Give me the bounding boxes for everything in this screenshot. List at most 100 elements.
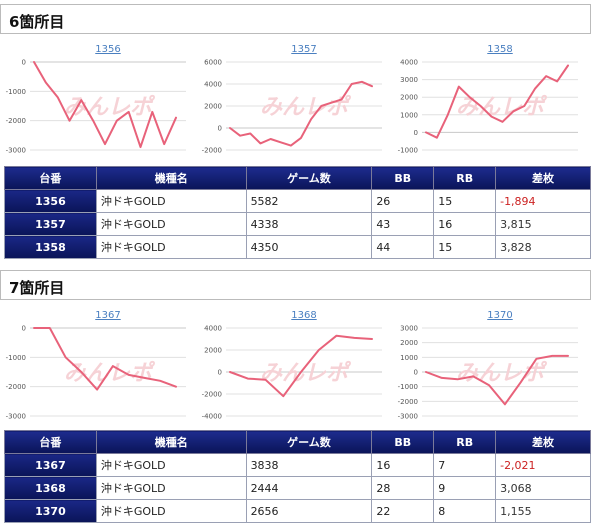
table-header-row: 台番 機種名 ゲーム数 BB RB 差枚 xyxy=(4,430,591,454)
rb-count: 7 xyxy=(433,453,497,477)
game-count: 4338 xyxy=(245,212,373,236)
table-row: 1358 沖ドキGOLD 4350 44 15 3,828 xyxy=(4,235,591,259)
y-tick-label: 2000 xyxy=(400,339,418,347)
bb-count: 44 xyxy=(371,235,435,259)
rb-count: 16 xyxy=(433,212,497,236)
rb-count: 9 xyxy=(433,476,497,500)
y-tick-label: 2000 xyxy=(204,347,222,355)
watermark-logo: みんレポ xyxy=(260,360,352,386)
y-tick-label: 0 xyxy=(218,369,222,377)
chart-svg: 1368 4000 2000 0 -2000 -4000 みんレポ xyxy=(202,310,382,421)
chart-1370: 1370 3000 2000 1000 0 -1000 -2000 -3000 みんレポ xyxy=(396,308,596,428)
col-header: RB xyxy=(433,430,497,454)
col-header: 差枚 xyxy=(495,430,591,454)
difference: 3,815 xyxy=(495,212,591,236)
bb-count: 43 xyxy=(371,212,435,236)
difference: 3,828 xyxy=(495,235,591,259)
game-count: 4350 xyxy=(245,235,373,259)
col-header: 機種名 xyxy=(95,166,247,190)
series-line xyxy=(33,327,177,391)
machine-table: 台番 機種名 ゲーム数 BB RB 差枚 1356 沖ドキGOLD 5582 2… xyxy=(4,166,591,259)
chart-title-link[interactable]: 1356 xyxy=(95,44,120,55)
series-line xyxy=(33,61,177,149)
chart-svg: 1367 0 -1000 -2000 -3000 みんレポ xyxy=(6,310,186,421)
y-tick-label: -1000 xyxy=(398,147,418,155)
difference: -2,021 xyxy=(495,453,591,477)
chart-1356: 1356 0 -1000 -2000 -3000 みんレポ xyxy=(4,42,204,162)
watermark-logo: みんレポ xyxy=(64,360,156,386)
chart-svg: 1356 0 -1000 -2000 -3000 みんレポ xyxy=(6,44,186,155)
col-header: RB xyxy=(433,166,497,190)
chart-title-link[interactable]: 1358 xyxy=(487,44,512,55)
section-title: 7箇所目 xyxy=(9,279,65,297)
table-row: 1370 沖ドキGOLD 2656 22 8 1,155 xyxy=(4,499,591,523)
y-tick-label: 0 xyxy=(22,59,26,67)
machine-number: 1368 xyxy=(4,476,97,500)
game-count: 3838 xyxy=(245,453,373,477)
machine-table: 台番 機種名 ゲーム数 BB RB 差枚 1367 沖ドキGOLD 3838 1… xyxy=(4,430,591,523)
machine-number: 1370 xyxy=(4,499,97,523)
series-line xyxy=(425,64,569,139)
machine-name: 沖ドキGOLD xyxy=(95,235,247,259)
col-header: BB xyxy=(371,166,435,190)
game-count: 2444 xyxy=(245,476,373,500)
table-row: 1357 沖ドキGOLD 4338 43 16 3,815 xyxy=(4,212,591,236)
y-tick-label: 4000 xyxy=(400,59,418,67)
chart-1357: 1357 6000 4000 2000 0 -2000 みんレポ xyxy=(200,42,400,162)
y-tick-label: 3000 xyxy=(400,76,418,84)
machine-number: 1367 xyxy=(4,453,97,477)
col-header: 台番 xyxy=(4,166,97,190)
y-tick-label: -1000 xyxy=(398,383,418,391)
y-tick-label: 2000 xyxy=(400,94,418,102)
y-tick-label: -4000 xyxy=(202,413,222,421)
machine-name: 沖ドキGOLD xyxy=(95,189,247,213)
charts-row: 1367 0 -1000 -2000 -3000 みんレポ 1368 4000 2000 0 -2… xyxy=(0,308,597,428)
y-tick-label: 0 xyxy=(414,369,418,377)
section-header: 6箇所目 xyxy=(0,4,591,34)
y-tick-label: -3000 xyxy=(6,413,26,421)
y-tick-label: 2000 xyxy=(204,103,222,111)
y-tick-label: -1000 xyxy=(6,88,26,96)
y-tick-label: 1000 xyxy=(400,354,418,362)
game-count: 2656 xyxy=(245,499,373,523)
series-line xyxy=(425,354,569,406)
y-tick-label: 0 xyxy=(218,125,222,133)
y-tick-label: -2000 xyxy=(202,391,222,399)
rb-count: 15 xyxy=(433,189,497,213)
series-line xyxy=(229,334,373,398)
y-tick-label: -2000 xyxy=(6,383,26,391)
difference: -1,894 xyxy=(495,189,591,213)
charts-row: 1356 0 -1000 -2000 -3000 みんレポ 1357 6000 4000 200… xyxy=(0,42,597,162)
y-tick-label: 0 xyxy=(414,129,418,137)
series-line xyxy=(229,80,373,147)
machine-number: 1357 xyxy=(4,212,97,236)
chart-title-link[interactable]: 1357 xyxy=(291,44,316,55)
chart-title-link[interactable]: 1368 xyxy=(291,310,316,321)
machine-number: 1356 xyxy=(4,189,97,213)
chart-1368: 1368 4000 2000 0 -2000 -4000 みんレポ xyxy=(200,308,400,428)
chart-title-link[interactable]: 1370 xyxy=(487,310,512,321)
section-title: 6箇所目 xyxy=(9,13,65,31)
machine-name: 沖ドキGOLD xyxy=(95,212,247,236)
difference: 3,068 xyxy=(495,476,591,500)
game-count: 5582 xyxy=(245,189,373,213)
bb-count: 28 xyxy=(371,476,435,500)
bb-count: 16 xyxy=(371,453,435,477)
bb-count: 26 xyxy=(371,189,435,213)
y-tick-label: -3000 xyxy=(6,147,26,155)
rb-count: 15 xyxy=(433,235,497,259)
machine-name: 沖ドキGOLD xyxy=(95,453,247,477)
y-tick-label: -2000 xyxy=(398,398,418,406)
table-header-row: 台番 機種名 ゲーム数 BB RB 差枚 xyxy=(4,166,591,190)
col-header: BB xyxy=(371,430,435,454)
chart-1358: 1358 4000 3000 2000 1000 0 -1000 みんレポ xyxy=(396,42,596,162)
bb-count: 22 xyxy=(371,499,435,523)
machine-name: 沖ドキGOLD xyxy=(95,476,247,500)
table-row: 1367 沖ドキGOLD 3838 16 7 -2,021 xyxy=(4,453,591,477)
y-tick-label: 4000 xyxy=(204,81,222,89)
y-tick-label: 1000 xyxy=(400,111,418,119)
chart-title-link[interactable]: 1367 xyxy=(95,310,120,321)
chart-svg: 1357 6000 4000 2000 0 -2000 みんレポ xyxy=(202,44,382,155)
y-tick-label: 4000 xyxy=(204,325,222,333)
